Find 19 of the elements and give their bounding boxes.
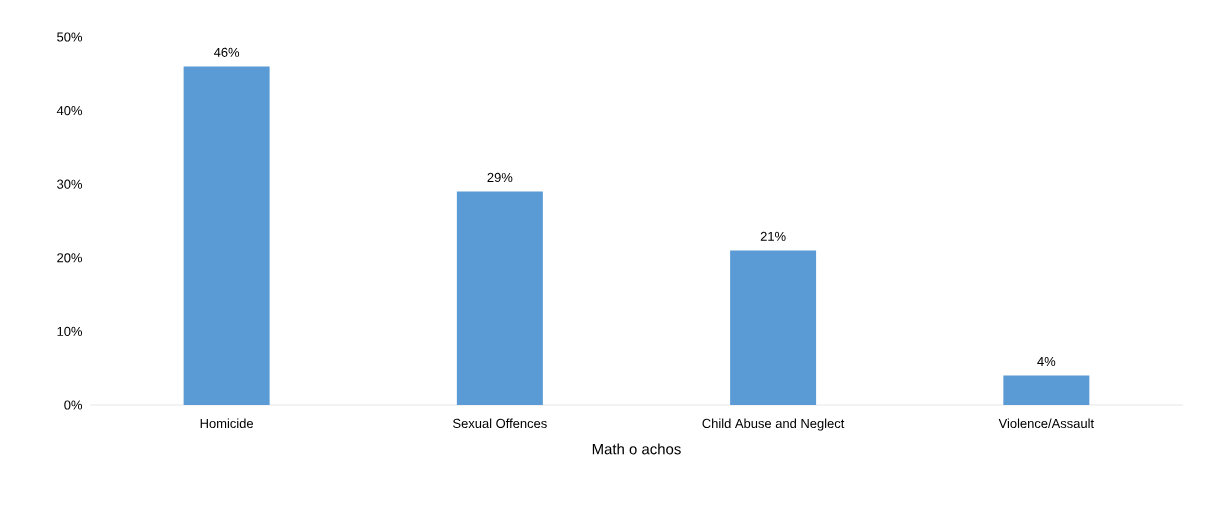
x-tick-label: Homicide <box>200 418 254 429</box>
y-tick-label: 40% <box>56 106 83 116</box>
bar <box>730 250 817 405</box>
data-label: 21% <box>760 231 786 241</box>
x-tick-label: Sexual Offences <box>453 418 547 429</box>
bar <box>1003 375 1090 405</box>
bar <box>183 66 270 405</box>
data-label: 46% <box>213 47 240 57</box>
y-tick-label: 10% <box>57 326 83 336</box>
y-tick-label: 50% <box>57 32 83 42</box>
y-tick-label: 20% <box>57 253 83 263</box>
bar <box>456 191 543 405</box>
data-label: 4% <box>1037 356 1056 367</box>
x-tick-label: Violence/Assault <box>998 418 1094 429</box>
y-tick-label: 30% <box>57 179 83 189</box>
x-axis-title: Math o achos <box>592 443 681 455</box>
data-label: 29% <box>487 172 513 183</box>
y-tick-label: 0% <box>64 400 83 410</box>
x-tick-label: Child Abuse and Neglect <box>702 418 845 431</box>
